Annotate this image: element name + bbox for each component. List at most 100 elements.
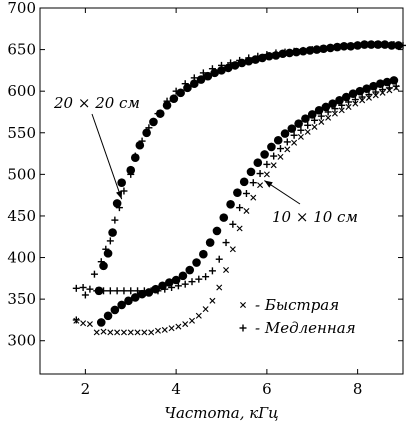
- plus-point: [227, 59, 235, 67]
- cross-point: [304, 128, 311, 135]
- cross-b: [318, 118, 325, 125]
- plus-point: [72, 316, 80, 324]
- circle-point: [294, 119, 303, 128]
- cross-b: [202, 306, 209, 313]
- cross-point: [175, 323, 182, 330]
- cross-point: [127, 329, 134, 336]
- plus-point: [199, 69, 207, 77]
- cross-point: [257, 182, 264, 189]
- cross-b: [345, 103, 352, 110]
- circle-point: [260, 150, 269, 159]
- plus-point: [317, 45, 325, 53]
- cross-b: [386, 87, 393, 94]
- circle-point: [178, 271, 188, 281]
- plus-point: [208, 65, 216, 73]
- cross-point: [331, 110, 338, 117]
- cross-b: [338, 107, 345, 114]
- x-tick-label: 8: [353, 380, 363, 398]
- cross-point: [202, 306, 209, 313]
- plus-point: [338, 101, 346, 109]
- annotation-arrowhead: [264, 180, 273, 188]
- circle-point: [135, 140, 145, 150]
- circle-point: [112, 199, 122, 208]
- plus-point: [299, 46, 307, 54]
- cross-b: [379, 89, 386, 96]
- plus-point: [245, 54, 253, 62]
- circle-point: [203, 71, 213, 81]
- plus-point: [283, 138, 291, 146]
- plus-point: [131, 152, 139, 160]
- cross-b: [240, 302, 246, 308]
- cross-b: [284, 146, 291, 153]
- circle-point: [280, 129, 290, 138]
- cross-point: [223, 267, 230, 274]
- plus-point: [381, 41, 389, 49]
- plus-point: [120, 287, 128, 295]
- plus-point: [100, 287, 108, 295]
- plus-point: [215, 255, 223, 263]
- circle-point: [348, 89, 358, 98]
- plus-point: [138, 137, 146, 145]
- circle-point: [149, 117, 158, 127]
- cross-point: [325, 114, 332, 121]
- cross-b: [325, 114, 332, 121]
- cross-b: [352, 100, 359, 107]
- series-cross: [73, 84, 400, 336]
- circle-point: [108, 228, 117, 237]
- y-tick-label: 450: [7, 207, 36, 225]
- legend: - Быстрая - Медленная: [239, 296, 356, 337]
- y-tick-label: 400: [7, 249, 36, 267]
- series-circle: [96, 76, 399, 327]
- cross-b: [93, 329, 100, 336]
- cross-point: [345, 103, 352, 110]
- plus-point: [390, 41, 398, 49]
- cross-point: [297, 133, 304, 140]
- circle-point: [162, 101, 172, 110]
- plus-point: [208, 267, 216, 275]
- cross-b: [120, 329, 127, 336]
- plus-point: [93, 287, 101, 295]
- plus-point: [290, 47, 298, 55]
- annotation-arrowhead: [116, 190, 123, 200]
- annotations: 20 × 20 см 10 × 10 см: [53, 94, 358, 226]
- circle-point: [369, 81, 378, 91]
- plus-point: [127, 170, 135, 178]
- cross-b: [134, 329, 141, 336]
- plus-point: [358, 93, 366, 101]
- annotation-label-10x10: 10 × 10 см: [272, 208, 358, 226]
- cross-b: [229, 246, 236, 253]
- circle-point: [314, 106, 324, 115]
- cross-point: [195, 312, 202, 319]
- y-tick-label: 500: [7, 165, 36, 183]
- cross-b: [291, 139, 298, 146]
- circle-point: [117, 300, 126, 310]
- plus-point: [172, 87, 180, 95]
- legend-item: - Быстрая: [240, 296, 339, 314]
- x-tick-label: 6: [262, 380, 272, 398]
- cross-b: [154, 327, 161, 334]
- plus-point: [106, 237, 114, 245]
- cross-point: [365, 94, 372, 101]
- cross-b: [223, 267, 230, 274]
- circle-point: [253, 158, 263, 168]
- cross-b: [141, 329, 148, 336]
- cross-point: [120, 329, 127, 336]
- cross-point: [250, 194, 257, 201]
- plus-point: [111, 216, 119, 224]
- plus-point: [331, 105, 339, 113]
- plus-point: [276, 145, 284, 153]
- cross-b: [263, 171, 270, 178]
- cross-point: [386, 87, 393, 94]
- plus-point: [86, 285, 94, 293]
- circle-point: [189, 79, 199, 88]
- cross-b: [189, 317, 195, 324]
- plus-point: [345, 42, 353, 50]
- plus-point: [229, 220, 237, 228]
- cross-point: [141, 329, 148, 336]
- legend-label: - Медленная: [255, 319, 356, 337]
- x-tick-label: 2: [81, 380, 91, 398]
- circle-point: [362, 84, 372, 93]
- cross-point: [338, 107, 345, 114]
- cross-point: [80, 320, 87, 327]
- circle-point: [307, 110, 317, 119]
